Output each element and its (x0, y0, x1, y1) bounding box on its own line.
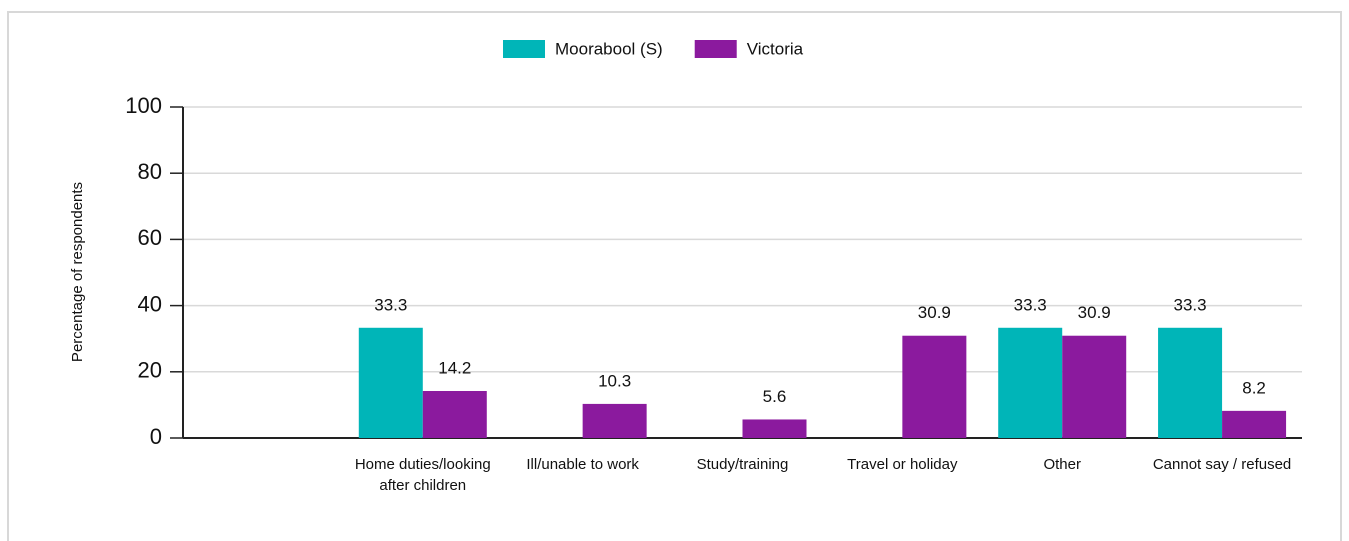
value-label: 30.9 (1078, 303, 1111, 322)
y-tick-label: 60 (138, 225, 162, 250)
bar (422, 390, 487, 438)
value-label: 33.3 (1014, 295, 1047, 314)
x-tick-label: Ill/unable to work (526, 456, 639, 473)
x-tick-label: Home duties/looking after children (354, 456, 491, 494)
legend-label: Victoria (747, 39, 804, 58)
y-tick-label: 100 (125, 93, 162, 118)
x-tick-label: Study/training (696, 456, 789, 473)
value-label: 30.9 (918, 303, 951, 322)
value-label: 14.2 (438, 358, 471, 377)
y-tick-label: 80 (138, 159, 162, 184)
bar (1222, 410, 1287, 438)
value-label: 33.3 (1174, 295, 1207, 314)
value-label: 8.2 (1242, 378, 1266, 397)
bar (998, 327, 1063, 438)
y-axis-label: Percentage of respondents (69, 182, 86, 362)
x-tick-label: Travel or holiday (847, 456, 958, 473)
x-tick-label: Other (1043, 456, 1081, 473)
bar (902, 335, 967, 438)
legend-swatch (694, 40, 737, 58)
legend-swatch (503, 40, 545, 58)
y-tick-label: 0 (150, 424, 162, 449)
bar (742, 419, 807, 438)
bar (582, 403, 647, 438)
y-tick-label: 20 (138, 358, 162, 383)
bar (1062, 335, 1127, 438)
x-tick-label: Cannot say / refused (1152, 456, 1292, 473)
frame (7, 11, 1342, 541)
value-label: 33.3 (374, 295, 407, 314)
bar (1158, 327, 1223, 438)
value-label: 5.6 (763, 387, 787, 406)
y-tick-label: 40 (138, 291, 162, 316)
bar (358, 327, 423, 438)
legend-label: Moorabool (S) (555, 39, 663, 58)
value-label: 10.3 (598, 371, 631, 390)
